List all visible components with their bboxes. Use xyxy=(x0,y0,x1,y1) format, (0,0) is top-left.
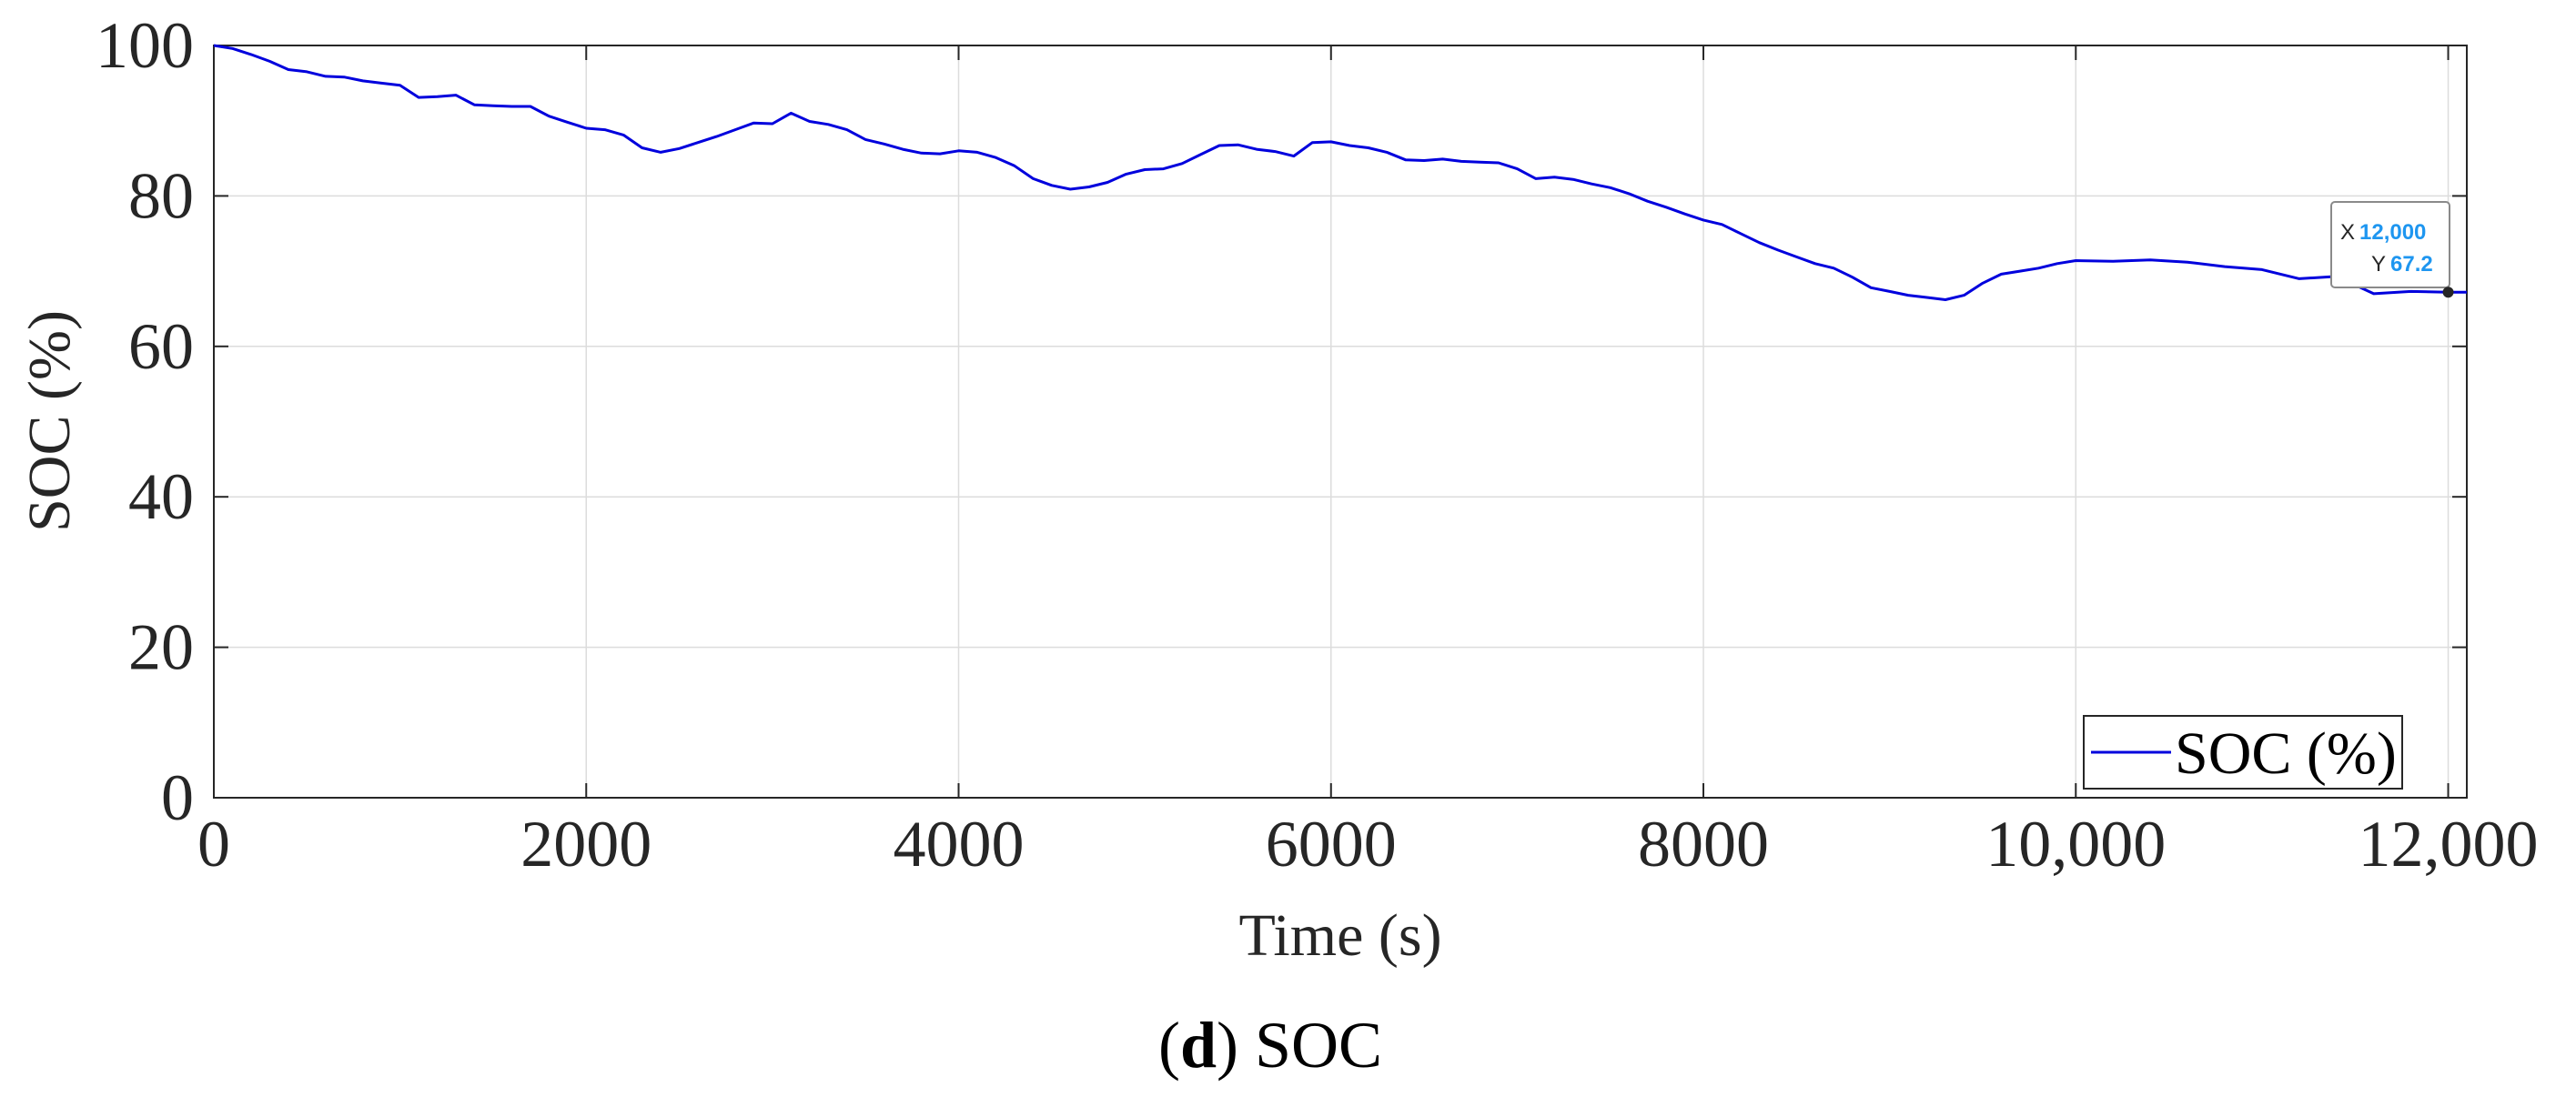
datatip-y-value: 67.2 xyxy=(2390,252,2433,277)
x-tick-label: 8000 xyxy=(1638,808,1769,881)
datatip-y-label: Y xyxy=(2371,252,2386,277)
datatip-marker xyxy=(2442,287,2454,298)
y-tick-label: 80 xyxy=(128,159,194,232)
datatip-box xyxy=(2330,201,2450,288)
y-axis-label: SOC (%) xyxy=(16,310,83,532)
x-tick-labels: 0 2000 4000 6000 8000 10,000 12,000 xyxy=(197,808,2539,881)
tick-marks xyxy=(213,45,2467,799)
figure-caption: (d) SOC xyxy=(1158,1009,1382,1082)
y-tick-labels: 0 20 40 60 80 100 xyxy=(96,9,194,834)
grid-lines xyxy=(214,45,2467,798)
y-tick-label: 0 xyxy=(161,761,194,834)
datatip: X 12,000 Y 67.2 xyxy=(2330,201,2454,298)
y-tick-label: 100 xyxy=(96,9,194,82)
x-tick-label: 0 xyxy=(197,808,230,881)
caption-letter: d xyxy=(1180,1009,1217,1082)
plot-frame xyxy=(213,45,2468,799)
x-tick-label: 10,000 xyxy=(1985,808,2166,881)
legend: SOC (%) xyxy=(2083,715,2403,790)
x-tick-label: 4000 xyxy=(894,808,1025,881)
y-tick-label: 40 xyxy=(128,460,194,533)
legend-label-soc: SOC (%) xyxy=(2175,720,2397,787)
datatip-x-value: 12,000 xyxy=(2359,220,2426,245)
x-axis-label: Time (s) xyxy=(1238,902,1441,969)
plot-background xyxy=(214,45,2467,798)
datatip-x-label: X xyxy=(2340,220,2355,245)
series-line-soc xyxy=(213,44,2467,301)
x-tick-label: 6000 xyxy=(1266,808,1397,881)
y-tick-label: 20 xyxy=(128,611,194,684)
y-tick-label: 60 xyxy=(128,310,194,383)
x-tick-label: 12,000 xyxy=(2359,808,2539,881)
caption-text: SOC xyxy=(1255,1009,1382,1082)
x-tick-label: 2000 xyxy=(520,808,652,881)
